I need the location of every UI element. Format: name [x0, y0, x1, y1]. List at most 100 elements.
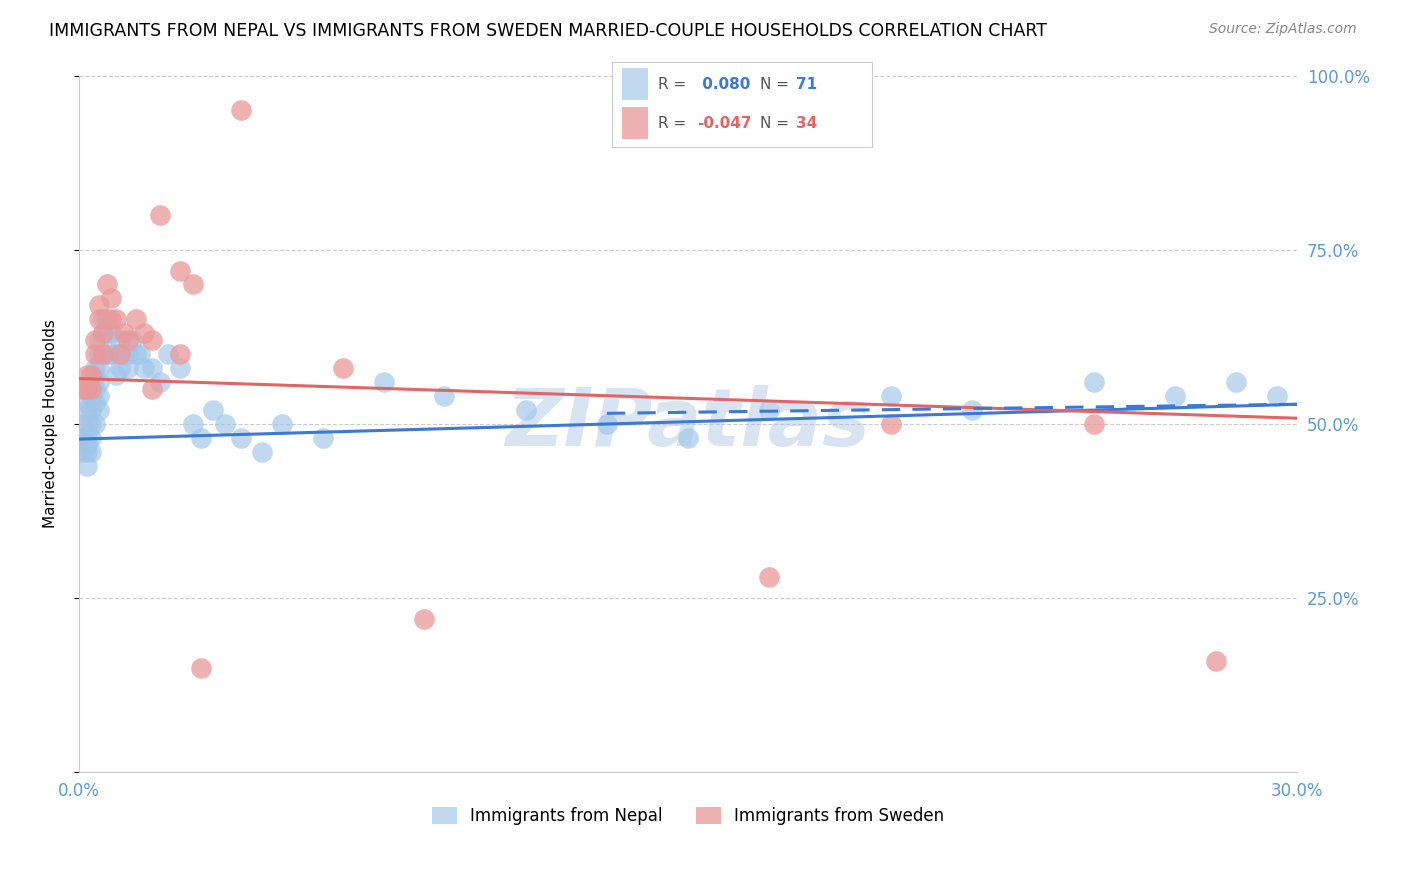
Point — [72, 438, 94, 452]
Point — [76, 396, 98, 410]
Point — [91, 312, 114, 326]
Point — [141, 361, 163, 376]
Point — [311, 431, 333, 445]
Point — [80, 382, 103, 396]
Point — [89, 389, 111, 403]
Point — [104, 347, 127, 361]
Point — [108, 347, 131, 361]
Point — [89, 347, 111, 361]
Point — [515, 402, 537, 417]
Point — [1083, 417, 1105, 431]
Point — [80, 389, 103, 403]
Point — [76, 458, 98, 473]
Point — [72, 382, 94, 396]
Point — [96, 277, 118, 292]
Point — [104, 312, 127, 326]
Point — [84, 417, 107, 431]
Point — [108, 361, 131, 376]
Point — [108, 333, 131, 347]
Point — [89, 298, 111, 312]
Point — [1265, 389, 1288, 403]
Point — [76, 438, 98, 452]
Point — [181, 417, 204, 431]
Text: R =: R = — [658, 77, 692, 92]
Point — [962, 402, 984, 417]
Point — [169, 263, 191, 277]
Point — [880, 389, 903, 403]
Point — [157, 347, 180, 361]
Point — [80, 382, 103, 396]
Text: N =: N = — [759, 116, 794, 131]
Point — [100, 326, 122, 341]
Point — [596, 417, 619, 431]
Bar — [621, 68, 648, 100]
Point — [181, 277, 204, 292]
Point — [250, 444, 273, 458]
Point — [76, 402, 98, 417]
Point — [117, 347, 139, 361]
Point — [96, 312, 118, 326]
Point — [1164, 389, 1187, 403]
Point — [91, 326, 114, 341]
Point — [80, 417, 103, 431]
Point — [84, 347, 107, 361]
Point — [80, 444, 103, 458]
Point — [80, 402, 103, 417]
Point — [190, 660, 212, 674]
Text: 0.080: 0.080 — [697, 77, 751, 92]
Point — [76, 368, 98, 382]
Text: R =: R = — [658, 116, 692, 131]
Point — [128, 347, 150, 361]
Point — [91, 347, 114, 361]
Y-axis label: Married-couple Households: Married-couple Households — [44, 319, 58, 528]
Point — [433, 389, 456, 403]
Point — [89, 402, 111, 417]
Point — [89, 361, 111, 376]
Point — [96, 347, 118, 361]
Point — [76, 417, 98, 431]
Point — [112, 347, 135, 361]
Point — [271, 417, 294, 431]
Point — [121, 333, 143, 347]
Point — [125, 347, 148, 361]
Point — [112, 326, 135, 341]
Point — [132, 326, 155, 341]
Point — [89, 375, 111, 389]
Point — [84, 396, 107, 410]
Point — [169, 347, 191, 361]
Point — [676, 431, 699, 445]
Point — [1225, 375, 1247, 389]
Point — [72, 444, 94, 458]
Point — [84, 368, 107, 382]
Point — [190, 431, 212, 445]
Point — [132, 361, 155, 376]
Point — [231, 431, 253, 445]
Point — [72, 417, 94, 431]
Point — [104, 368, 127, 382]
Point — [141, 333, 163, 347]
Point — [149, 208, 172, 222]
Point — [758, 570, 780, 584]
Point — [373, 375, 395, 389]
Point — [413, 612, 436, 626]
Text: 34: 34 — [796, 116, 817, 131]
Point — [758, 402, 780, 417]
Text: N =: N = — [759, 77, 794, 92]
Point — [84, 382, 107, 396]
Point — [96, 326, 118, 341]
Point — [89, 312, 111, 326]
Text: Source: ZipAtlas.com: Source: ZipAtlas.com — [1209, 22, 1357, 37]
Text: IMMIGRANTS FROM NEPAL VS IMMIGRANTS FROM SWEDEN MARRIED-COUPLE HOUSEHOLDS CORREL: IMMIGRANTS FROM NEPAL VS IMMIGRANTS FROM… — [49, 22, 1047, 40]
Point — [76, 382, 98, 396]
Point — [117, 333, 139, 347]
Point — [80, 431, 103, 445]
Text: ZIPatlas: ZIPatlas — [506, 384, 870, 463]
Point — [141, 382, 163, 396]
Point — [169, 361, 191, 376]
Point — [100, 312, 122, 326]
Point — [1205, 654, 1227, 668]
Point — [76, 444, 98, 458]
Text: 71: 71 — [796, 77, 817, 92]
Point — [72, 431, 94, 445]
Point — [100, 347, 122, 361]
